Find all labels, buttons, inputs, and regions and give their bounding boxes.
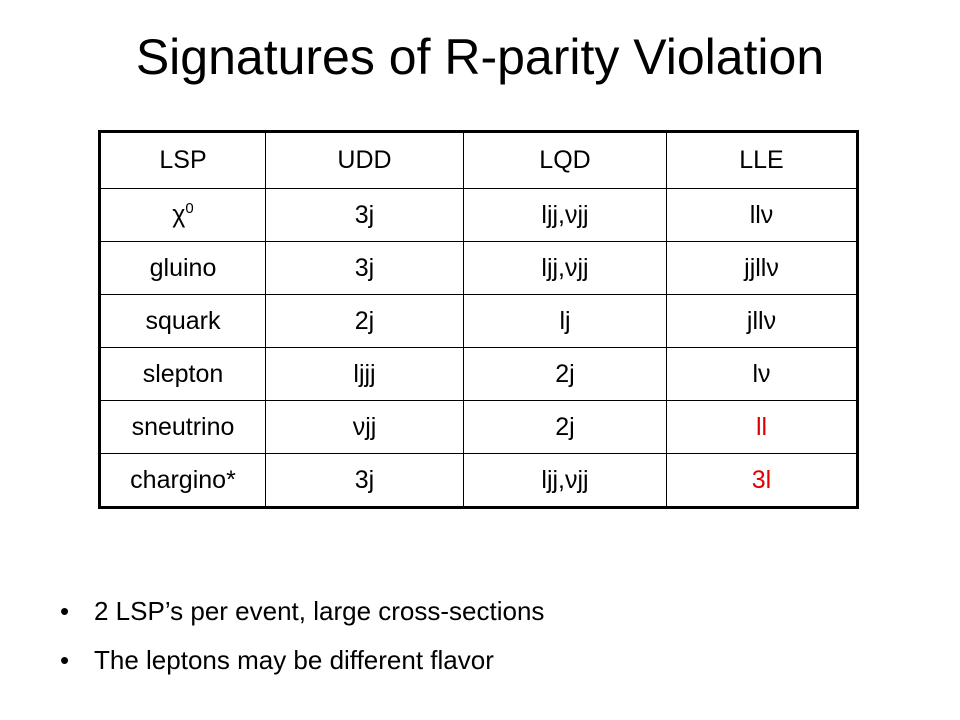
table-cell: 2j <box>463 347 667 401</box>
header-row: LSP UDD LQD LLE <box>99 131 858 189</box>
bullet: 2 LSP’s per event, large cross-sections <box>60 596 544 627</box>
slide-title: Signatures of R-parity Violation <box>135 29 825 85</box>
table-cell: squark <box>99 294 266 348</box>
table-cell: ljj,νjj <box>463 453 667 508</box>
table-row: χ0 3j ljj,νjj llν <box>99 188 858 242</box>
table-cell: ll <box>666 400 858 454</box>
table-cell: ljj,νjj <box>463 241 667 295</box>
table-row: gluino 3j ljj,νjj jjllν <box>99 241 858 295</box>
table-cell: 3j <box>265 188 464 242</box>
cell-superscript: 0 <box>185 200 194 218</box>
table-cell: ljjj <box>265 347 464 401</box>
table-cell: 2j <box>463 400 667 454</box>
table-cell: sneutrino <box>99 400 266 454</box>
table-cell: 3l <box>666 453 858 508</box>
header-cell: UDD <box>265 131 464 189</box>
table-cell: slepton <box>99 347 266 401</box>
table-cell: 3j <box>265 453 464 508</box>
table-cell: jllν <box>666 294 858 348</box>
table-cell: gluino <box>99 241 266 295</box>
cell-symbol: χ <box>172 200 186 229</box>
table-cell: 3j <box>265 241 464 295</box>
table-row: squark 2j lj jllν <box>99 294 858 348</box>
table-cell: 2j <box>265 294 464 348</box>
table-row: sneutrino νjj 2j ll <box>99 400 858 454</box>
bullet: The leptons may be different flavor <box>60 645 544 676</box>
header-cell: LLE <box>666 131 858 189</box>
table-cell: νjj <box>265 400 464 454</box>
table-cell: chargino* <box>99 453 266 508</box>
table-cell: ljj,νjj <box>463 188 667 242</box>
table: LSP UDD LQD LLE χ0 3j ljj,νjj llν gluino 3j lj… <box>98 130 859 509</box>
table-row: chargino* 3j ljj,νjj 3l <box>99 453 858 508</box>
bullet-list: 2 LSP’s per event, large cross-sections … <box>60 596 544 694</box>
table-cell: lν <box>666 347 858 401</box>
header-cell: LQD <box>463 131 667 189</box>
table-row: slepton ljjj 2j lν <box>99 347 858 401</box>
table-cell: jjllν <box>666 241 858 295</box>
table-cell: χ0 <box>99 188 266 242</box>
table-cell: llν <box>666 188 858 242</box>
header-cell: LSP <box>99 131 266 189</box>
table-cell: lj <box>463 294 667 348</box>
